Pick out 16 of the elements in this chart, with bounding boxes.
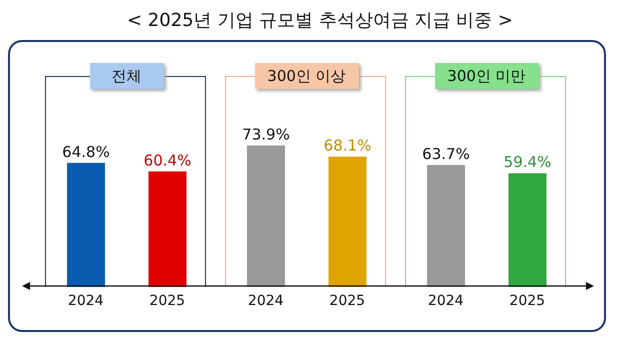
x-tick-label: 2024 [248,292,284,309]
data-label: 68.1% [324,136,372,155]
data-label: 59.4% [504,153,552,172]
chart-title: 300인 이상 [254,63,358,89]
x-tick-label: 2024 [428,292,464,309]
x-tick-label: 2025 [509,292,546,309]
data-label: 60.4% [144,151,192,170]
x-tick-label: 2025 [329,292,366,309]
data-label: 63.7% [422,145,470,164]
x-tick-label: 2024 [68,292,104,309]
data-label: 73.9% [242,125,290,144]
chart-title: 전체 [90,63,164,89]
x-tick-label: 2025 [149,292,186,309]
text: < 2025년 기업 규모별 추석상여금 지급 비중 > [126,9,514,32]
chart-title: 300인 미만 [434,63,538,89]
data-label: 64.8% [62,142,110,161]
